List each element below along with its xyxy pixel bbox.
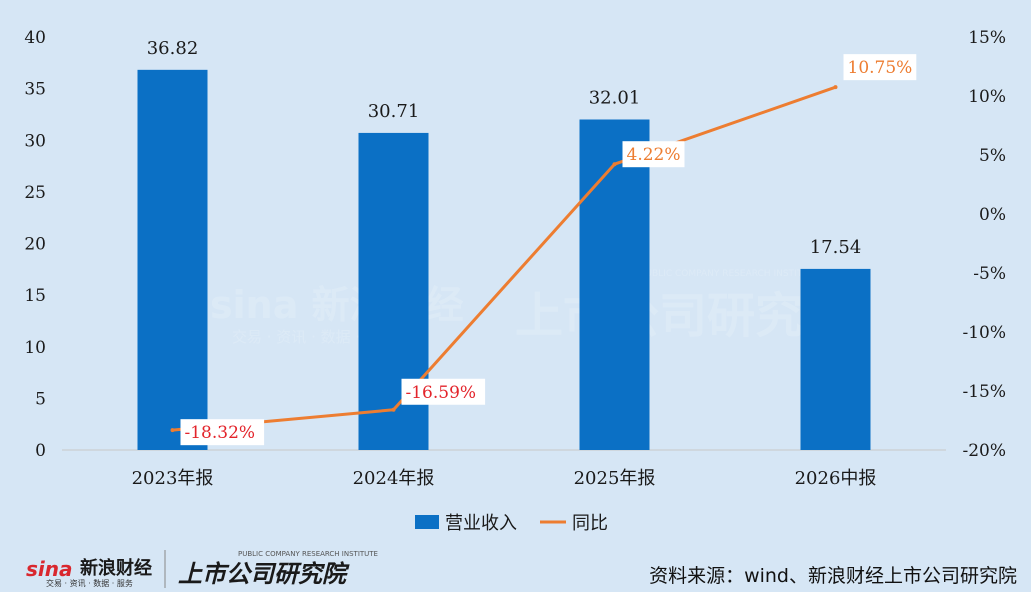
y-left-tick-label: 40	[24, 28, 46, 48]
watermark-brand-sub: 交易 · 资讯 · 数据 · 服务	[232, 328, 395, 346]
y-right-tick-label: 10%	[968, 87, 1006, 107]
line-同比	[172, 85, 836, 432]
bar-营业收入	[800, 268, 871, 450]
x-category-label: 2025年报	[574, 468, 656, 489]
bar-value-label: 30.71	[368, 101, 420, 122]
bar-营业收入	[579, 119, 650, 450]
line-point	[833, 85, 838, 90]
logo-institute: 上市公司研究院	[178, 560, 350, 588]
line-value-label: -16.59%	[406, 383, 477, 403]
x-category-label: 2023年报	[132, 468, 214, 489]
line-label-box	[843, 54, 917, 81]
y-left-tick-label: 15	[24, 286, 46, 306]
line-label-box	[180, 419, 265, 446]
source-note: 资料来源：wind、新浪财经上市公司研究院	[649, 565, 1017, 587]
logo-institute-en: PUBLIC COMPANY RESEARCH INSTITUTE	[238, 550, 378, 558]
y-left-tick-label: 25	[24, 183, 46, 203]
y-left-tick-label: 20	[24, 235, 46, 255]
logo-brand-sub: 交易 · 资讯 · 数据 · 服务	[46, 578, 133, 588]
sina-logo-icon: sina	[26, 557, 73, 581]
line-point	[170, 428, 175, 433]
line-label-box	[622, 141, 685, 168]
logo-brand: 新浪财经	[80, 557, 152, 579]
y-left-tick-label: 0	[35, 441, 46, 461]
y-right-tick-label: 15%	[968, 28, 1006, 48]
legend-label: 同比	[572, 513, 608, 534]
line-label-box	[401, 378, 486, 405]
line-value-label: 10.75%	[848, 58, 913, 78]
y-right-tick-label: -20%	[962, 441, 1006, 461]
legend-label: 营业收入	[445, 513, 517, 534]
y-right-tick-label: -5%	[973, 264, 1006, 284]
watermark-institute-en: PUBLIC COMPANY RESEARCH INSTITUTE	[640, 269, 820, 279]
y-left-tick-label: 10	[24, 338, 46, 358]
y-right-tick-label: -15%	[962, 382, 1006, 402]
y-left-tick-label: 30	[24, 131, 46, 151]
x-category-label: 2026中报	[795, 468, 877, 489]
line-value-label: 4.22%	[627, 145, 681, 165]
bar-营业收入	[137, 69, 208, 451]
line-value-label: -18.32%	[185, 423, 256, 443]
y-left-tick-label: 5	[35, 389, 46, 409]
line-point	[612, 162, 617, 167]
y-right-tick-label: -10%	[962, 323, 1006, 343]
watermark-institute: 上市公司研究院	[515, 288, 851, 344]
x-category-label: 2024年报	[353, 468, 435, 489]
bar-value-label: 36.82	[147, 38, 199, 59]
y-right-tick-label: 5%	[979, 146, 1006, 166]
legend-swatch-bar	[415, 515, 439, 529]
y-left-tick-label: 35	[24, 80, 46, 100]
line-point	[391, 407, 396, 412]
y-right-tick-label: 0%	[979, 205, 1006, 225]
bar-value-label: 32.01	[589, 87, 641, 108]
bar-value-label: 17.54	[810, 237, 862, 258]
